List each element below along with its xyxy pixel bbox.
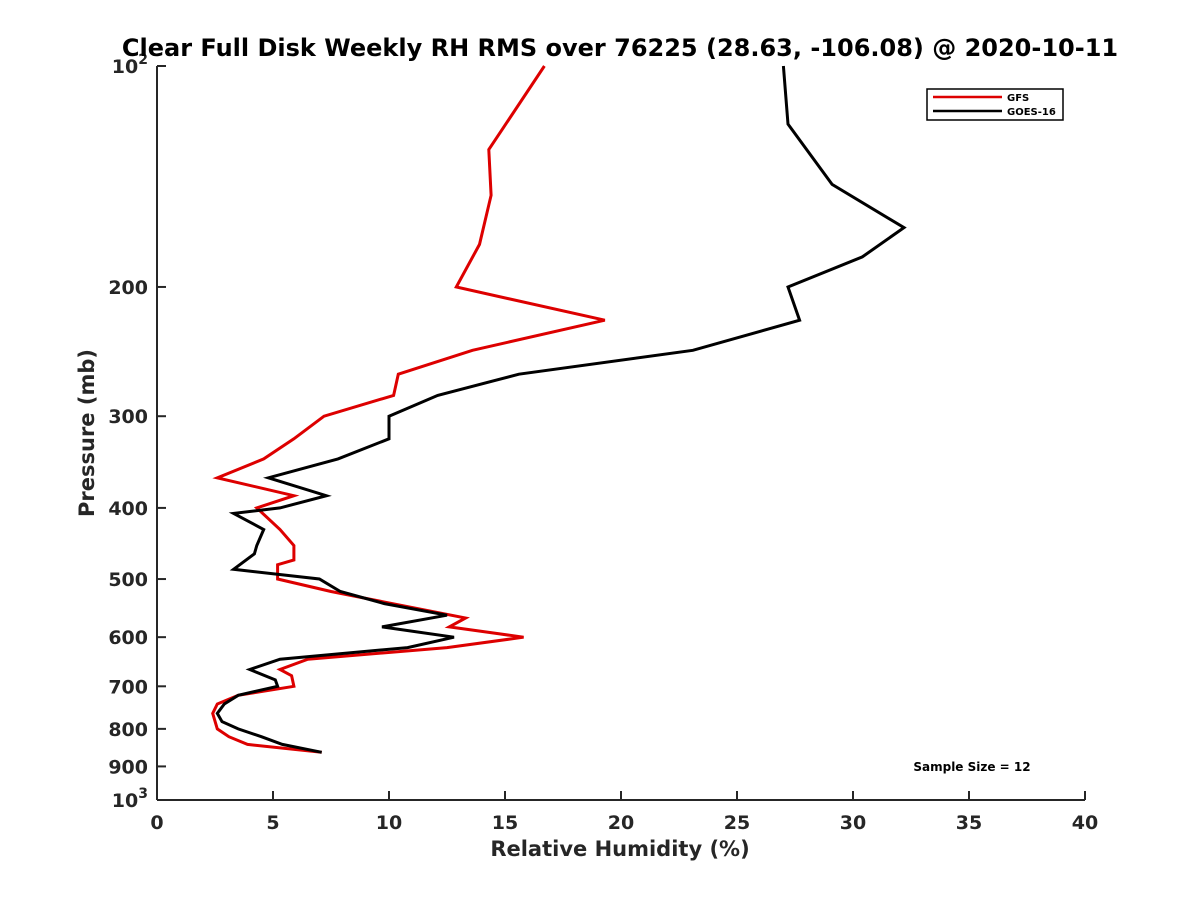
- legend: GFS GOES-16: [926, 88, 1064, 121]
- legend-label-gfs: GFS: [1007, 93, 1029, 104]
- x-tick-label: 20: [608, 812, 634, 834]
- x-tick-label: 40: [1072, 812, 1098, 834]
- x-tick-label: 35: [956, 812, 982, 834]
- x-tick-label: 15: [492, 812, 518, 834]
- y-tick-label: 600: [108, 627, 148, 649]
- y-tick-label: 800: [108, 719, 148, 741]
- legend-box: [926, 88, 1064, 121]
- series-line-goes-16: [215, 65, 907, 754]
- x-tick-label: 0: [150, 812, 163, 834]
- series-layer: [211, 65, 907, 754]
- x-tick-label: 5: [266, 812, 279, 834]
- y-tick-label-exponent: 3: [138, 786, 148, 802]
- y-tick-label: 200: [108, 277, 148, 299]
- y-tick-label: 500: [108, 569, 148, 591]
- y-tick-label-base: 10: [112, 790, 138, 812]
- chart-title: Clear Full Disk Weekly RH RMS over 76225…: [122, 34, 1118, 62]
- y-tick-label: 900: [108, 756, 148, 778]
- x-tick-label: 25: [724, 812, 750, 834]
- y-tick-label: 102: [112, 52, 148, 78]
- x-tick-label: 10: [376, 812, 402, 834]
- x-axis-label: Relative Humidity (%): [490, 837, 749, 861]
- x-tick-label: 30: [840, 812, 866, 834]
- y-tick-label-base: 10: [112, 56, 138, 78]
- sample-size-annotation: Sample Size = 12: [913, 760, 1030, 774]
- axes: 0 5 10 15 20 25 30 35 40102200300400500600700800…: [108, 52, 1098, 834]
- y-tick-label: 700: [108, 676, 148, 698]
- y-axis-label: Pressure (mb): [75, 349, 99, 517]
- y-tick-label: 103: [112, 786, 148, 812]
- y-tick-label-exponent: 2: [138, 52, 148, 68]
- y-tick-label: 400: [108, 498, 148, 520]
- y-tick-label: 300: [108, 406, 148, 428]
- legend-label-goes16: GOES-16: [1007, 107, 1056, 118]
